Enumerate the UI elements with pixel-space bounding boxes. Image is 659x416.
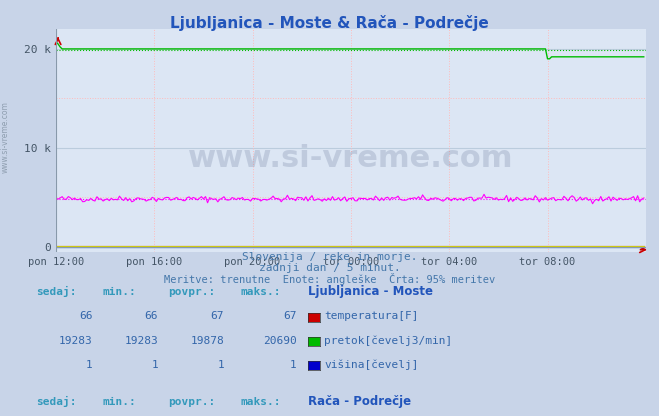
Text: www.si-vreme.com: www.si-vreme.com: [1, 102, 10, 173]
Text: 20690: 20690: [263, 336, 297, 346]
Text: 1: 1: [217, 360, 224, 370]
Text: min.:: min.:: [102, 287, 136, 297]
Text: www.si-vreme.com: www.si-vreme.com: [188, 144, 513, 173]
Text: Ljubljanica - Moste & Rača - Podrečje: Ljubljanica - Moste & Rača - Podrečje: [170, 15, 489, 30]
Text: 19283: 19283: [125, 336, 158, 346]
Text: Slovenija / reke in morje.: Slovenija / reke in morje.: [242, 252, 417, 262]
Text: min.:: min.:: [102, 397, 136, 407]
Text: pretok[čevelj3/min]: pretok[čevelj3/min]: [324, 335, 453, 346]
Text: 1: 1: [86, 360, 92, 370]
Text: maks.:: maks.:: [241, 287, 281, 297]
Text: 19283: 19283: [59, 336, 92, 346]
Text: 66: 66: [145, 312, 158, 322]
Text: zadnji dan / 5 minut.: zadnji dan / 5 minut.: [258, 263, 401, 273]
Text: temperatura[F]: temperatura[F]: [324, 312, 418, 322]
Text: 1: 1: [290, 360, 297, 370]
Text: Rača - Podrečje: Rača - Podrečje: [308, 395, 411, 408]
Text: Meritve: trenutne  Enote: angleške  Črta: 95% meritev: Meritve: trenutne Enote: angleške Črta: …: [164, 273, 495, 285]
Text: sedaj:: sedaj:: [36, 286, 76, 297]
Text: 66: 66: [79, 312, 92, 322]
Text: 19878: 19878: [190, 336, 224, 346]
Text: povpr.:: povpr.:: [168, 287, 215, 297]
Text: višina[čevelj]: višina[čevelj]: [324, 359, 418, 370]
Text: povpr.:: povpr.:: [168, 397, 215, 407]
Text: sedaj:: sedaj:: [36, 396, 76, 407]
Text: maks.:: maks.:: [241, 397, 281, 407]
Text: 1: 1: [152, 360, 158, 370]
Text: 67: 67: [211, 312, 224, 322]
Text: 67: 67: [283, 312, 297, 322]
Text: Ljubljanica - Moste: Ljubljanica - Moste: [308, 285, 434, 298]
